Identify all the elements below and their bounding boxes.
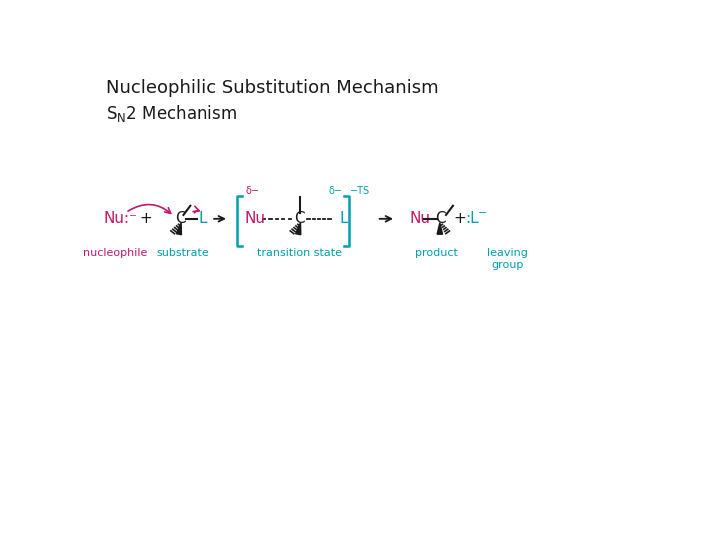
Text: L: L [199,211,207,226]
Text: −: − [478,208,487,218]
Text: leaving
group: leaving group [487,248,528,269]
Text: C: C [436,211,446,226]
Text: C: C [175,211,186,226]
Text: +: + [454,211,467,226]
Text: +: + [140,211,153,226]
Text: Nucleophilic Substitution Mechanism: Nucleophilic Substitution Mechanism [106,79,438,97]
Polygon shape [295,222,301,235]
Text: :L: :L [465,211,479,226]
Text: product: product [415,248,458,258]
Text: :⁻: :⁻ [119,211,137,226]
Polygon shape [176,222,181,235]
Text: C: C [294,211,305,226]
Text: L: L [340,211,348,226]
Text: Nu: Nu [410,211,431,226]
Text: −TS: −TS [350,186,370,195]
Text: δ−: δ− [246,186,260,195]
Text: $\mathrm{S_N}$2 Mechanism: $\mathrm{S_N}$2 Mechanism [106,103,237,124]
Text: nucleophile: nucleophile [83,248,147,258]
Polygon shape [437,222,443,234]
Text: transition state: transition state [257,248,342,258]
Text: substrate: substrate [156,248,209,258]
Text: Nu: Nu [104,211,125,226]
Text: Nu: Nu [244,211,265,226]
Text: δ−: δ− [329,186,343,195]
